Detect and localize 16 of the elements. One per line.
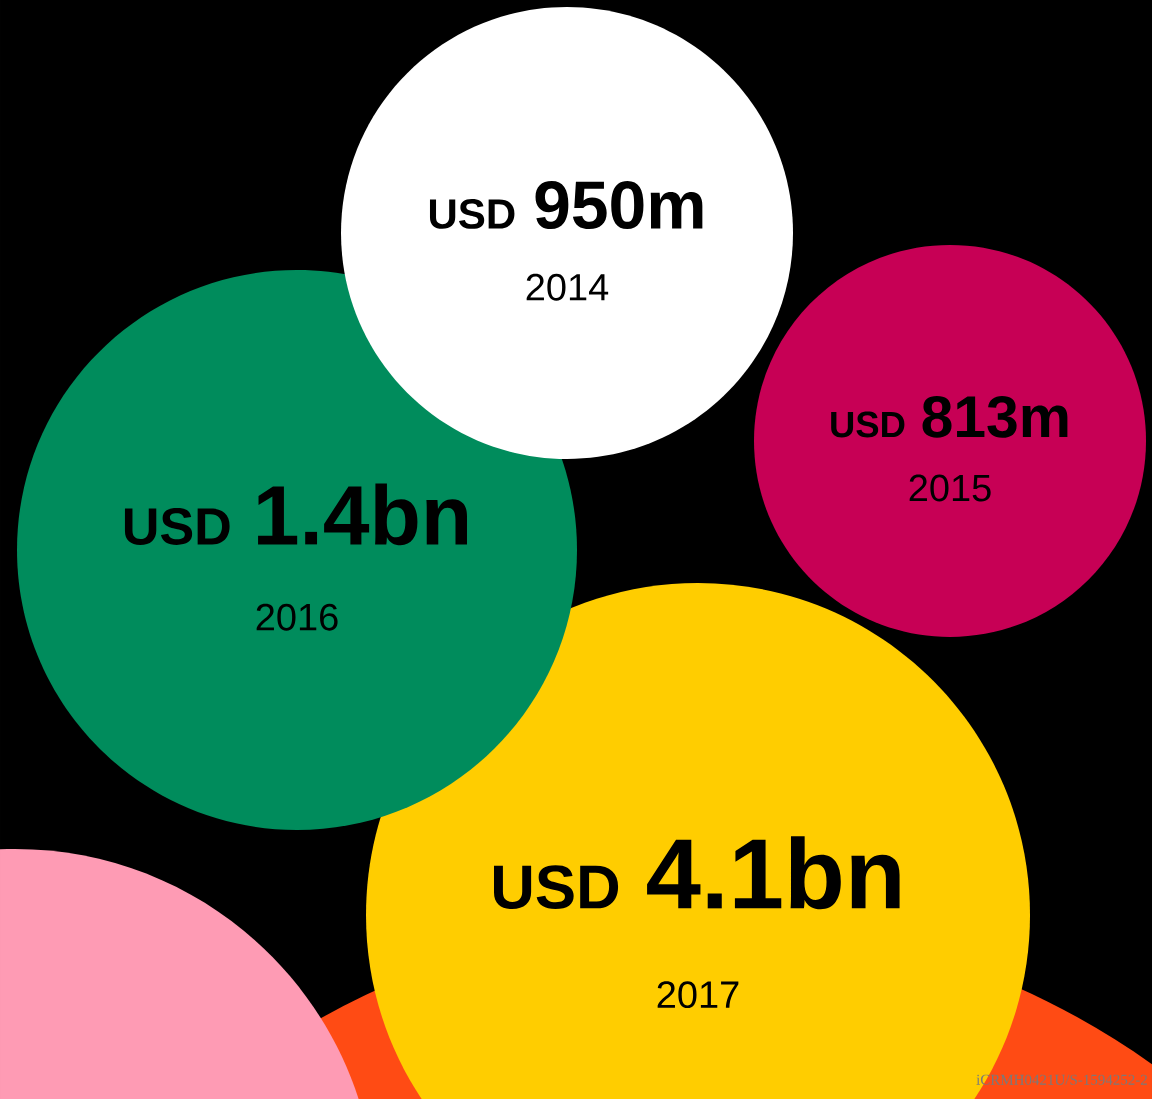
category-label: 2016 xyxy=(256,603,338,631)
text: bn xyxy=(790,836,900,910)
category-label: 2015 xyxy=(909,474,991,502)
text: USD xyxy=(124,508,230,545)
text: bn xyxy=(375,483,467,546)
data-label: 4.1 xyxy=(647,839,782,909)
data-label: 813 xyxy=(922,396,1017,438)
text: m xyxy=(650,191,703,229)
category-label: 2017 xyxy=(657,981,739,1009)
text: USD xyxy=(494,865,619,909)
text: USD xyxy=(831,411,905,438)
text: m xyxy=(1022,405,1068,438)
category-label: 2014 xyxy=(526,273,609,301)
text: USD xyxy=(429,199,515,229)
data-label: 1.4 xyxy=(258,486,370,545)
data-label: 950 xyxy=(535,181,644,230)
